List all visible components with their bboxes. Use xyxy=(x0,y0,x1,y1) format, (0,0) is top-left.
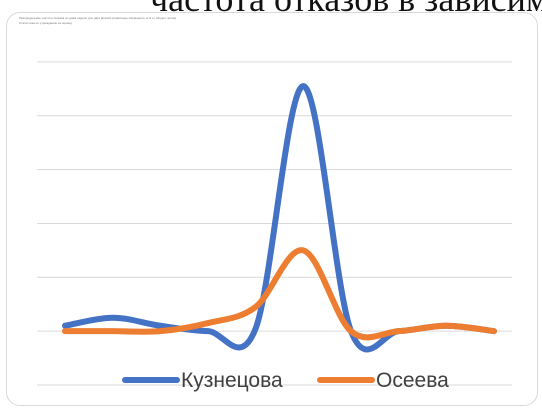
chart-caption-line-2: Статистика по учреждению за период xyxy=(19,21,72,25)
chart-caption-line-1: Распределение частоты отказов по дням не… xyxy=(19,16,177,20)
series-line-oseeva xyxy=(62,247,497,341)
chart-container: Распределение частоты отказов по дням не… xyxy=(6,12,538,406)
series-lines xyxy=(62,83,497,353)
series-line-kuznetsova xyxy=(62,83,497,353)
gridlines xyxy=(37,61,512,386)
legend: Кузнецова Осеева xyxy=(122,369,449,392)
line-chart: Кузнецова Осеева xyxy=(37,61,512,392)
legend-label-oseeva: Осеева xyxy=(376,369,449,392)
legend-label-kuznetsova: Кузнецова xyxy=(181,369,283,392)
